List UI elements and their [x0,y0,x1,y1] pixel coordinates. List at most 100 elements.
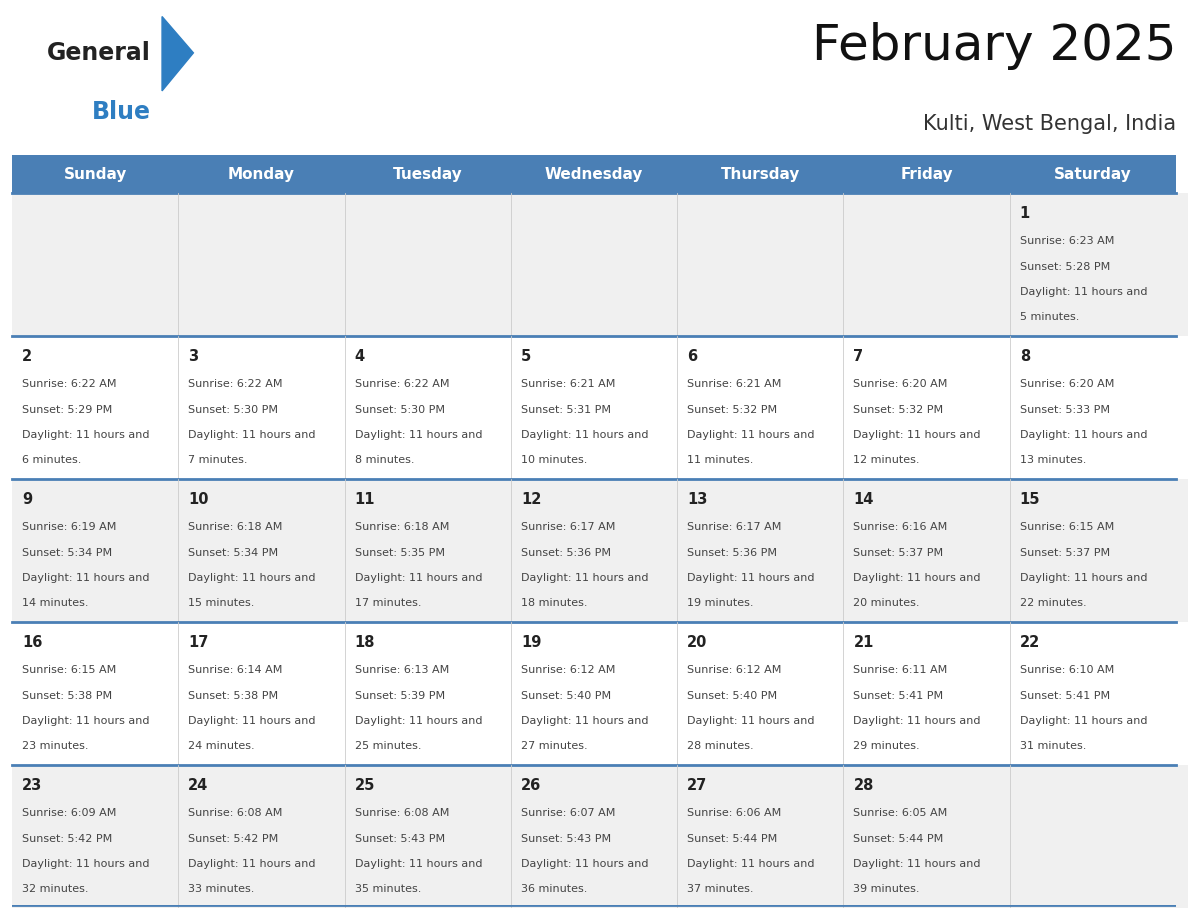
Text: 35 minutes.: 35 minutes. [354,884,421,894]
Text: Daylight: 11 hours and: Daylight: 11 hours and [188,859,316,869]
Text: 36 minutes.: 36 minutes. [520,884,587,894]
Text: Sunrise: 6:07 AM: Sunrise: 6:07 AM [520,808,615,818]
Text: 3: 3 [188,349,198,364]
Text: Daylight: 11 hours and: Daylight: 11 hours and [520,431,649,441]
Bar [843,155,1010,193]
Text: 7 minutes.: 7 minutes. [188,454,248,465]
Text: Sunset: 5:33 PM: Sunset: 5:33 PM [1019,405,1110,415]
Text: Sunset: 5:39 PM: Sunset: 5:39 PM [354,690,444,700]
Text: Sunrise: 6:11 AM: Sunrise: 6:11 AM [853,665,948,675]
Text: 20: 20 [687,635,708,650]
Text: 2: 2 [21,349,32,364]
Bar [511,155,677,193]
Text: Wednesday: Wednesday [545,166,643,182]
Text: February 2025: February 2025 [811,22,1176,71]
Text: Sunset: 5:43 PM: Sunset: 5:43 PM [520,834,611,844]
Text: Sunrise: 6:12 AM: Sunrise: 6:12 AM [687,665,782,675]
Text: 37 minutes.: 37 minutes. [687,884,753,894]
Text: Sunset: 5:34 PM: Sunset: 5:34 PM [188,548,278,557]
Text: 13: 13 [687,492,708,507]
Text: Sunset: 5:40 PM: Sunset: 5:40 PM [687,690,777,700]
Text: 14 minutes.: 14 minutes. [21,598,88,608]
Text: Sunrise: 6:18 AM: Sunrise: 6:18 AM [354,522,449,532]
Text: Daylight: 11 hours and: Daylight: 11 hours and [188,574,316,583]
Text: 6: 6 [687,349,697,364]
Text: Sunset: 5:36 PM: Sunset: 5:36 PM [687,548,777,557]
Text: 8: 8 [1019,349,1030,364]
Text: Sunset: 5:30 PM: Sunset: 5:30 PM [188,405,278,415]
Text: 13 minutes.: 13 minutes. [1019,454,1086,465]
Text: Sunset: 5:38 PM: Sunset: 5:38 PM [188,690,278,700]
Text: Sunrise: 6:23 AM: Sunrise: 6:23 AM [1019,236,1114,246]
Text: Daylight: 11 hours and: Daylight: 11 hours and [520,859,649,869]
Text: Sunrise: 6:20 AM: Sunrise: 6:20 AM [1019,379,1114,389]
Text: Saturday: Saturday [1054,166,1132,182]
Text: Sunset: 5:30 PM: Sunset: 5:30 PM [354,405,444,415]
Text: Daylight: 11 hours and: Daylight: 11 hours and [1019,431,1148,441]
Text: Sunrise: 6:12 AM: Sunrise: 6:12 AM [520,665,615,675]
Text: 12 minutes.: 12 minutes. [853,454,920,465]
Text: 39 minutes.: 39 minutes. [853,884,920,894]
Text: 27: 27 [687,778,707,793]
Text: Sunrise: 6:22 AM: Sunrise: 6:22 AM [354,379,449,389]
Text: 9: 9 [21,492,32,507]
Text: Sunrise: 6:21 AM: Sunrise: 6:21 AM [520,379,615,389]
Text: 1: 1 [1019,206,1030,221]
Text: Daylight: 11 hours and: Daylight: 11 hours and [853,431,981,441]
Text: Daylight: 11 hours and: Daylight: 11 hours and [21,716,150,726]
Text: 21: 21 [853,635,874,650]
Text: 23: 23 [21,778,43,793]
Text: Sunrise: 6:10 AM: Sunrise: 6:10 AM [1019,665,1114,675]
Text: Sunrise: 6:15 AM: Sunrise: 6:15 AM [21,665,116,675]
Bar [345,155,511,193]
Text: Daylight: 11 hours and: Daylight: 11 hours and [687,574,815,583]
Text: Sunrise: 6:06 AM: Sunrise: 6:06 AM [687,808,782,818]
Text: Sunset: 5:37 PM: Sunset: 5:37 PM [853,548,943,557]
Text: 5: 5 [520,349,531,364]
Text: 12: 12 [520,492,542,507]
Text: Daylight: 11 hours and: Daylight: 11 hours and [188,431,316,441]
Text: Daylight: 11 hours and: Daylight: 11 hours and [1019,287,1148,297]
Text: Sunset: 5:44 PM: Sunset: 5:44 PM [687,834,777,844]
Text: 29 minutes.: 29 minutes. [853,741,920,751]
Text: Sunrise: 6:13 AM: Sunrise: 6:13 AM [354,665,449,675]
Text: Sunset: 5:34 PM: Sunset: 5:34 PM [21,548,112,557]
Text: 32 minutes.: 32 minutes. [21,884,88,894]
Text: Daylight: 11 hours and: Daylight: 11 hours and [21,574,150,583]
Text: Daylight: 11 hours and: Daylight: 11 hours and [354,859,482,869]
Text: 10: 10 [188,492,209,507]
Text: Sunset: 5:36 PM: Sunset: 5:36 PM [520,548,611,557]
Text: Sunrise: 6:22 AM: Sunrise: 6:22 AM [21,379,116,389]
Text: 27 minutes.: 27 minutes. [520,741,587,751]
Text: 22: 22 [1019,635,1040,650]
Text: Sunset: 5:29 PM: Sunset: 5:29 PM [21,405,112,415]
Text: Sunrise: 6:19 AM: Sunrise: 6:19 AM [21,522,116,532]
Text: 7: 7 [853,349,864,364]
Text: Sunset: 5:32 PM: Sunset: 5:32 PM [687,405,777,415]
Bar [178,155,345,193]
Text: Sunrise: 6:20 AM: Sunrise: 6:20 AM [853,379,948,389]
Text: Daylight: 11 hours and: Daylight: 11 hours and [354,574,482,583]
Text: General: General [48,41,151,65]
Text: 11: 11 [354,492,375,507]
Text: 28 minutes.: 28 minutes. [687,741,753,751]
Text: 18: 18 [354,635,375,650]
Text: 20 minutes.: 20 minutes. [853,598,920,608]
Text: Blue: Blue [91,100,151,124]
Text: Sunrise: 6:17 AM: Sunrise: 6:17 AM [520,522,615,532]
Text: Kulti, West Bengal, India: Kulti, West Bengal, India [923,114,1176,134]
Text: 10 minutes.: 10 minutes. [520,454,587,465]
Bar [12,155,178,193]
Text: Sunday: Sunday [63,166,127,182]
Text: Daylight: 11 hours and: Daylight: 11 hours and [853,716,981,726]
Text: 24 minutes.: 24 minutes. [188,741,255,751]
Text: Daylight: 11 hours and: Daylight: 11 hours and [687,431,815,441]
Text: Sunset: 5:44 PM: Sunset: 5:44 PM [853,834,943,844]
Text: 25: 25 [354,778,375,793]
Text: Sunset: 5:38 PM: Sunset: 5:38 PM [21,690,112,700]
Text: Sunrise: 6:14 AM: Sunrise: 6:14 AM [188,665,283,675]
Text: 17: 17 [188,635,209,650]
Text: 25 minutes.: 25 minutes. [354,741,421,751]
Text: Sunset: 5:41 PM: Sunset: 5:41 PM [853,690,943,700]
Text: Tuesday: Tuesday [393,166,462,182]
